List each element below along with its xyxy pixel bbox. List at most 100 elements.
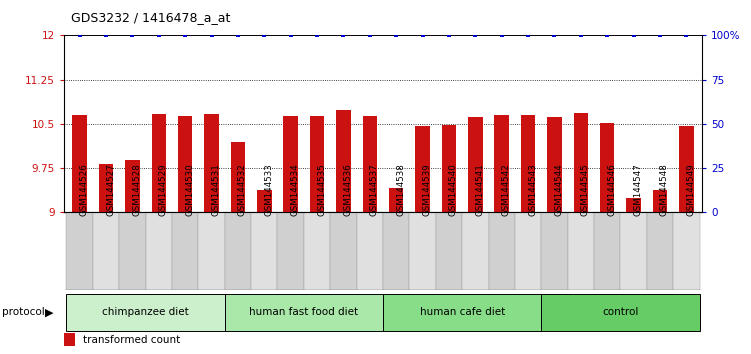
Text: GSM144540: GSM144540	[449, 164, 458, 216]
Text: GSM144529: GSM144529	[158, 164, 167, 216]
Bar	[336, 110, 351, 212]
Point	[337, 33, 349, 38]
Point	[258, 33, 270, 38]
Bar	[93, 212, 119, 290]
Text: human fast food diet: human fast food diet	[249, 307, 358, 318]
Point	[654, 33, 666, 38]
Bar	[251, 212, 278, 290]
Bar	[600, 123, 614, 212]
Point	[206, 33, 218, 38]
Text: GSM144543: GSM144543	[528, 164, 537, 216]
Text: GSM144535: GSM144535	[317, 164, 326, 216]
Text: GSM144542: GSM144542	[502, 164, 511, 216]
Text: GSM144526: GSM144526	[80, 164, 89, 216]
Text: human cafe diet: human cafe diet	[420, 307, 505, 318]
Bar	[72, 115, 87, 212]
Point	[496, 33, 508, 38]
Bar	[330, 212, 357, 290]
Bar	[278, 212, 304, 290]
Bar	[357, 212, 383, 290]
Text: GSM144549: GSM144549	[686, 164, 695, 216]
Text: GSM144527: GSM144527	[106, 164, 115, 216]
Bar	[310, 116, 324, 212]
Text: ▶: ▶	[45, 307, 53, 318]
Bar	[152, 114, 166, 212]
Text: GSM144531: GSM144531	[212, 164, 221, 216]
Text: GSM144536: GSM144536	[343, 164, 352, 216]
Point	[74, 33, 86, 38]
Point	[602, 33, 614, 38]
Bar	[547, 117, 562, 212]
Text: GSM144537: GSM144537	[369, 164, 379, 216]
Bar	[673, 212, 699, 290]
Bar	[363, 116, 377, 212]
Point	[443, 33, 455, 38]
Text: GSM144546: GSM144546	[608, 164, 617, 216]
Point	[522, 33, 534, 38]
Text: protocol: protocol	[2, 307, 45, 318]
Bar	[383, 212, 409, 290]
Bar	[541, 212, 568, 290]
Bar	[99, 164, 113, 212]
Bar	[172, 212, 198, 290]
Point	[232, 33, 244, 38]
Point	[311, 33, 323, 38]
Text: GSM144545: GSM144545	[581, 164, 590, 216]
Bar	[125, 160, 140, 212]
Bar	[541, 294, 699, 331]
Point	[548, 33, 560, 38]
Bar	[119, 212, 146, 290]
Point	[179, 33, 192, 38]
Text: GSM144528: GSM144528	[132, 164, 141, 216]
Bar	[647, 212, 673, 290]
Bar	[225, 294, 383, 331]
Bar	[462, 212, 488, 290]
Bar	[204, 114, 219, 212]
Bar	[436, 212, 462, 290]
Bar	[67, 294, 225, 331]
Bar	[257, 190, 272, 212]
Text: GSM144541: GSM144541	[475, 164, 484, 216]
Bar	[409, 212, 436, 290]
Point	[363, 33, 376, 38]
Bar	[488, 212, 515, 290]
Bar	[594, 212, 620, 290]
Bar	[574, 113, 588, 212]
Text: GSM144548: GSM144548	[660, 164, 669, 216]
Point	[628, 33, 640, 38]
Text: GSM144532: GSM144532	[238, 164, 247, 216]
Bar	[415, 126, 430, 212]
Point	[126, 33, 138, 38]
Text: transformed count: transformed count	[83, 335, 180, 345]
Point	[391, 33, 403, 38]
Bar	[178, 116, 192, 212]
Bar	[568, 212, 594, 290]
Point	[680, 33, 692, 38]
Bar	[494, 115, 509, 212]
Bar	[383, 294, 541, 331]
Text: control: control	[602, 307, 638, 318]
Text: GSM144534: GSM144534	[291, 164, 300, 216]
Bar	[304, 212, 330, 290]
Bar	[653, 190, 667, 212]
Point	[417, 33, 429, 38]
Bar	[389, 188, 403, 212]
Bar	[620, 212, 647, 290]
Text: GSM144533: GSM144533	[264, 164, 273, 216]
Point	[285, 33, 297, 38]
Text: GSM144547: GSM144547	[634, 164, 643, 216]
Text: GSM144538: GSM144538	[397, 164, 406, 216]
Text: GDS3232 / 1416478_a_at: GDS3232 / 1416478_a_at	[71, 11, 231, 24]
Bar	[231, 142, 245, 212]
Point	[100, 33, 112, 38]
Bar	[67, 212, 93, 290]
Bar	[515, 212, 541, 290]
Text: GSM144530: GSM144530	[185, 164, 195, 216]
Point	[575, 33, 587, 38]
Text: GSM144544: GSM144544	[554, 164, 563, 216]
Point	[469, 33, 481, 38]
Bar	[442, 125, 456, 212]
Bar	[626, 198, 641, 212]
Bar	[146, 212, 172, 290]
Point	[152, 33, 164, 38]
